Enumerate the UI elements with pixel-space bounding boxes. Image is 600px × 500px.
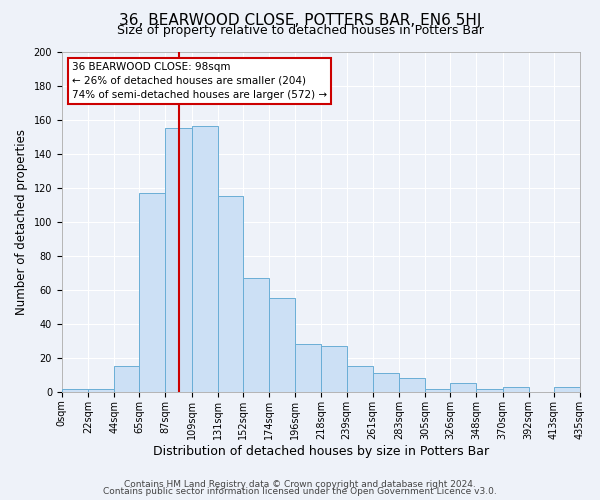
Bar <box>503 387 529 392</box>
Bar <box>166 128 191 392</box>
Bar <box>139 193 166 392</box>
Text: 36 BEARWOOD CLOSE: 98sqm
← 26% of detached houses are smaller (204)
74% of semi-: 36 BEARWOOD CLOSE: 98sqm ← 26% of detach… <box>72 62 327 100</box>
Text: 36, BEARWOOD CLOSE, POTTERS BAR, EN6 5HJ: 36, BEARWOOD CLOSE, POTTERS BAR, EN6 5HJ <box>119 12 481 28</box>
Bar <box>554 387 580 392</box>
Bar <box>399 378 425 392</box>
Y-axis label: Number of detached properties: Number of detached properties <box>15 128 28 314</box>
Text: Size of property relative to detached houses in Potters Bar: Size of property relative to detached ho… <box>116 24 484 37</box>
Bar <box>373 373 399 392</box>
Bar <box>322 346 347 392</box>
Bar <box>476 388 503 392</box>
Bar <box>243 278 269 392</box>
Bar <box>347 366 373 392</box>
Bar <box>114 366 139 392</box>
Bar <box>295 344 322 392</box>
Bar <box>450 384 476 392</box>
Text: Contains public sector information licensed under the Open Government Licence v3: Contains public sector information licen… <box>103 487 497 496</box>
Bar <box>218 196 243 392</box>
Bar <box>88 388 114 392</box>
Bar <box>425 388 450 392</box>
X-axis label: Distribution of detached houses by size in Potters Bar: Distribution of detached houses by size … <box>153 444 489 458</box>
Bar <box>62 388 88 392</box>
Text: Contains HM Land Registry data © Crown copyright and database right 2024.: Contains HM Land Registry data © Crown c… <box>124 480 476 489</box>
Bar <box>269 298 295 392</box>
Bar <box>191 126 218 392</box>
